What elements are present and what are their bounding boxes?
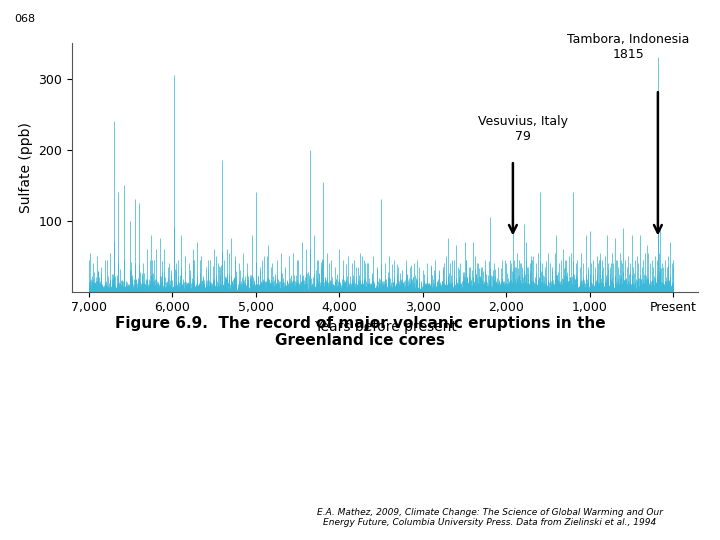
Text: 068: 068 (14, 14, 35, 24)
Text: Vesuvius, Italy
79: Vesuvius, Italy 79 (478, 114, 568, 143)
X-axis label: Years before present: Years before present (314, 320, 456, 334)
Text: Figure 6.9.  The record of major volcanic eruptions in the
Greenland ice cores: Figure 6.9. The record of major volcanic… (114, 316, 606, 348)
Y-axis label: Sulfate (ppb): Sulfate (ppb) (19, 122, 33, 213)
Text: E.A. Mathez, 2009, Climate Change: The Science of Global Warming and Our
Energy : E.A. Mathez, 2009, Climate Change: The S… (317, 508, 662, 527)
Text: Tambora, Indonesia
1815: Tambora, Indonesia 1815 (567, 33, 690, 61)
